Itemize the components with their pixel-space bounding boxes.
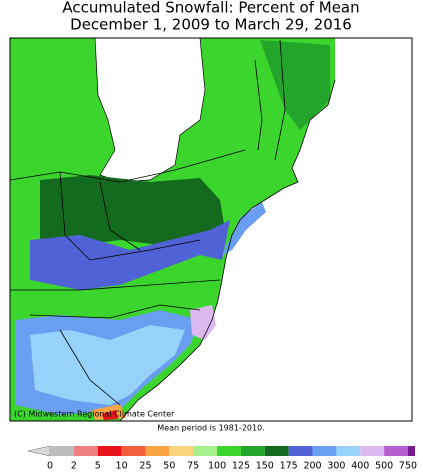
legend-swatch	[264, 446, 289, 456]
legend-label: 100	[208, 461, 226, 472]
legend-swatch	[193, 446, 218, 456]
nc-lavender	[190, 305, 216, 340]
map-frame	[9, 37, 413, 422]
legend-label: 300	[327, 461, 345, 472]
legend-swatch	[217, 446, 241, 456]
legend-label: 125	[232, 461, 250, 472]
legend-label: 150	[256, 461, 274, 472]
legend-label: 10	[116, 461, 128, 472]
legend-swatch	[50, 446, 74, 456]
legend-swatch	[145, 446, 170, 456]
credit: (C) Midwestern Regional Climate Center	[14, 410, 175, 419]
legend-label: 25	[139, 461, 151, 472]
legend-label: 2	[71, 461, 77, 472]
legend-label: 75	[187, 461, 199, 472]
legend-swatch	[312, 446, 337, 456]
dark-green-region	[40, 175, 225, 245]
legend-swatch	[240, 446, 265, 456]
legend-arrow	[27, 445, 51, 457]
blue-band	[30, 220, 230, 290]
legend-label: 750	[399, 461, 417, 472]
red-spot	[102, 410, 118, 420]
legend-label: 400	[351, 461, 369, 472]
legend-label: 200	[303, 461, 321, 472]
legend-label: 5	[95, 461, 101, 472]
legend-swatch	[121, 446, 146, 456]
legend-swatch	[169, 446, 194, 456]
map: (C) Midwestern Regional Climate Center	[9, 37, 413, 422]
legend-swatch	[336, 446, 361, 456]
legend-swatch	[288, 446, 313, 456]
note: Mean period is 1981-2010.	[157, 424, 264, 433]
canada-white	[94, 37, 206, 183]
legend-swatch	[360, 446, 385, 456]
legend-swatch	[408, 446, 415, 456]
legend: 0 2 5 10 25 50 75 100 125 150 175 200 300 400 500 750	[27, 445, 417, 472]
state-borders	[9, 39, 336, 422]
legend-label: 175	[280, 461, 298, 472]
title-line: December 1, 2009 to March 29, 2016	[70, 16, 352, 34]
legend-swatch	[73, 446, 98, 456]
legend-swatch	[384, 446, 408, 456]
legend-swatch	[97, 446, 122, 456]
maine-green	[260, 40, 330, 130]
legend-label: 500	[375, 461, 393, 472]
legend-label: 50	[163, 461, 175, 472]
coast-blue	[222, 202, 266, 255]
title-line: Accumulated Snowfall: Percent of Mean	[62, 0, 359, 17]
legend-label: 0	[47, 461, 53, 472]
